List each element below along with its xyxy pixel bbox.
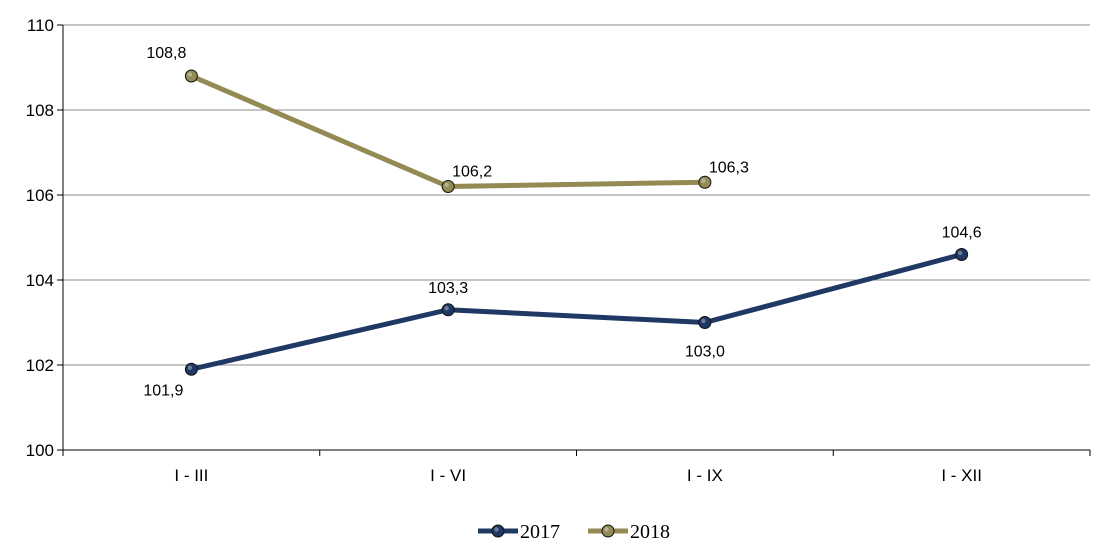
series-point-2017-highlight bbox=[187, 365, 193, 370]
legend-swatch-marker-2017-highlight bbox=[494, 527, 499, 532]
axes bbox=[57, 24, 1091, 456]
y-tick-label: 100 bbox=[26, 441, 54, 460]
series-point-2018 bbox=[184, 69, 198, 83]
legend-swatch-marker-2018 bbox=[601, 524, 615, 538]
series-point-2018-highlight bbox=[444, 182, 449, 188]
x-tick-label: I - XII bbox=[941, 466, 982, 485]
series-line-2018 bbox=[188, 73, 708, 189]
y-tick-labels: 100 102 104 106 108 110 bbox=[26, 16, 54, 460]
y-tick-label: 106 bbox=[26, 186, 54, 205]
series-point-2018-highlight bbox=[187, 72, 193, 77]
x-tick-labels: I - III I - VI I - IX I - XII bbox=[174, 466, 982, 485]
series-point-2017-highlight bbox=[957, 250, 963, 256]
series-point-2017 bbox=[441, 303, 455, 317]
data-label-2017: 104,6 bbox=[942, 225, 982, 242]
y-tick-label: 110 bbox=[27, 16, 54, 35]
data-label-2017: 103,0 bbox=[685, 344, 725, 361]
y-tick-label: 108 bbox=[26, 101, 54, 120]
x-tick-label: I - IX bbox=[687, 466, 723, 485]
series-point-2017-highlight bbox=[444, 306, 449, 311]
legend-label-2017: 2017 bbox=[520, 521, 560, 542]
series bbox=[184, 69, 969, 376]
data-label-2018: 106,2 bbox=[452, 164, 492, 181]
data-label-2018: 108,8 bbox=[146, 45, 186, 62]
series-point-2018-highlight bbox=[701, 178, 706, 183]
legend-swatch-marker-2017 bbox=[491, 524, 505, 538]
series-line-2017 bbox=[188, 252, 965, 372]
legend-label-2018: 2018 bbox=[630, 521, 670, 542]
series-point-2017 bbox=[698, 316, 712, 329]
legend-swatch-marker-2018-highlight bbox=[604, 527, 609, 532]
legend: 2017 2018 bbox=[478, 521, 670, 542]
series-point-2018 bbox=[441, 180, 455, 193]
data-label-2018: 106,3 bbox=[709, 159, 749, 176]
y-tick-label: 102 bbox=[26, 356, 54, 375]
x-tick-label: I - III bbox=[174, 466, 208, 485]
series-point-2017 bbox=[184, 362, 198, 376]
series-point-2017 bbox=[955, 248, 969, 261]
series-point-2017-highlight bbox=[701, 318, 706, 324]
data-labels: 101,9 103,3 103,0 104,6 108,8 106,2 106,3 bbox=[143, 45, 981, 399]
data-label-2017: 103,3 bbox=[428, 280, 468, 297]
gridlines bbox=[63, 24, 1090, 366]
series-point-2018 bbox=[698, 175, 712, 189]
y-tick-label: 104 bbox=[26, 271, 54, 290]
data-label-2017: 101,9 bbox=[143, 382, 183, 399]
x-tick-label: I - VI bbox=[430, 466, 466, 485]
